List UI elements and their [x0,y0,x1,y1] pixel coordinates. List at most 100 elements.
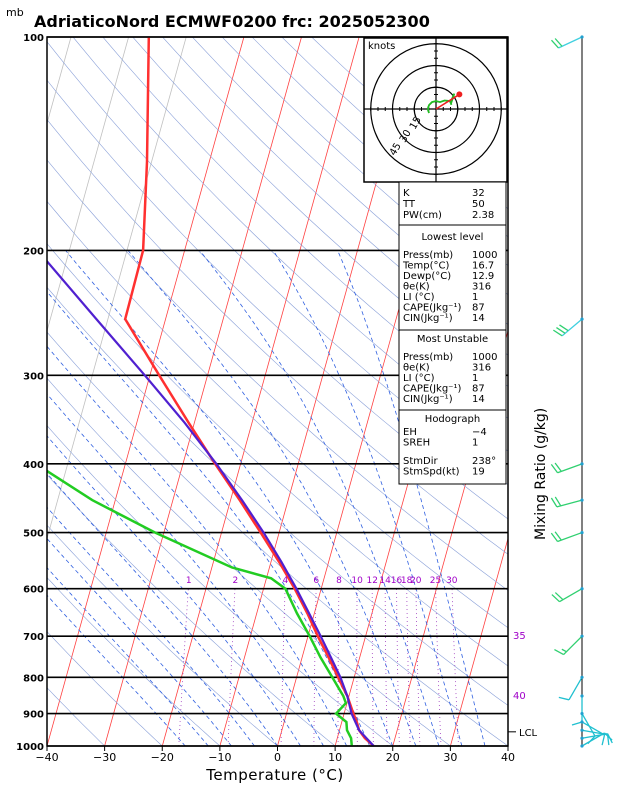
wind-barb-half-flag [562,649,567,651]
wind-barb-base [580,587,583,590]
dry-adiabat [0,37,335,746]
index-value: 1000 [472,352,497,363]
x-tick-label: −20 [151,751,174,764]
pressure-tick-label: 100 [23,33,44,44]
index-label: CIN(Jkg⁻¹) [403,313,453,324]
moist-adiabat [128,250,416,746]
pressure-tick-label: 300 [23,371,44,382]
mixing-ratio-label: 12 [366,576,377,586]
index-label: StmSpd(kt) [403,467,460,478]
wind-barb-base [580,499,583,502]
dry-adiabat [73,37,618,746]
index-label: LI (°C) [403,292,435,303]
index-label: θe(K) [403,363,430,374]
mixing-ratio-line [228,589,235,746]
x-tick-label: −40 [35,751,58,764]
mixing-ratio-label: 4 [283,576,289,586]
wind-barb-base [580,694,583,697]
mixing-ratio-label: 30 [446,576,458,586]
mixing-ratio-label: 2 [233,576,239,586]
index-label: K [403,188,410,199]
wind-barb-base [580,318,583,321]
wind-barb-base [580,462,583,465]
index-value: 14 [472,394,485,405]
index-value: 19 [472,467,485,478]
index-value: 87 [472,384,485,395]
index-value: 14 [472,313,485,324]
pressure-tick-label: 600 [23,585,44,596]
wind-barb [572,694,584,725]
index-heading: Hodograph [425,414,480,425]
index-label: SREH [403,438,430,449]
index-label: TT [402,199,416,210]
index-value: 16.7 [472,261,494,272]
index-label: EH [403,427,417,438]
x-axis-title: Temperature (°C) [205,766,343,784]
index-value: 316 [472,363,491,374]
mixing-ratio-label: 10 [351,576,363,586]
wind-barb [551,462,583,472]
index-label: Press(mb) [403,250,453,261]
isotherm [47,37,244,746]
index-label: CAPE(Jkg⁻¹) [403,384,461,395]
wind-barb-base [580,737,583,740]
x-tick-label: 40 [501,751,515,764]
mixing-ratio-line [397,589,400,746]
lcl-label: LCL [519,728,538,739]
pressure-tick-label: 500 [23,529,44,540]
wind-barb [551,35,583,48]
wind-barb-base [580,676,583,679]
index-value: 12.9 [472,271,494,282]
wind-profile [551,35,612,747]
index-label: PW(cm) [403,210,442,221]
mixing-ratio-axis-label: Mixing Ratio (g/kg) [533,408,549,540]
index-label: Dewp(°C) [403,271,451,282]
index-value: 2.38 [472,210,494,221]
wind-barb [551,497,583,507]
wind-barb-base [580,635,583,638]
wind-barb-base [580,35,583,38]
index-label: θe(K) [403,282,430,293]
mixing-ratio-label: 25 [430,576,441,586]
mixing-ratio-label: 20 [410,576,422,586]
mixing-ratio-label: 8 [336,576,342,586]
hodograph-unit: knots [368,41,395,52]
index-heading: Most Unstable [417,334,488,345]
index-label: StmDir [403,456,438,467]
x-tick-label: −30 [93,751,116,764]
x-tick-label: 0 [274,751,281,764]
x-tick-label: −10 [208,751,231,764]
chart-title: AdriaticoNord ECMWF0200 frc: 2025052300 [34,12,430,31]
index-value: 316 [472,282,491,293]
index-label: CIN(Jkg⁻¹) [403,394,453,405]
moist-adiabat [66,250,393,746]
theta-label: 40 [513,691,526,702]
wind-barb-flag [559,697,569,699]
wind-barb-staff [569,677,582,700]
dry-adiabat [43,37,618,746]
pressure-tick-label: 700 [23,632,44,643]
index-value: 32 [472,188,485,199]
index-value: 87 [472,303,485,314]
moist-adiabat [14,250,370,746]
wind-barb [554,635,583,655]
dry-adiabat [103,37,618,746]
index-value: 1 [472,438,478,449]
pressure-tick-label: 900 [23,710,44,721]
isotherm [0,37,13,746]
index-value: 238° [472,456,496,467]
x-tick-label: 10 [328,751,342,764]
mb-unit-label: mb [6,6,24,19]
mixing-ratio-line [179,589,189,746]
wind-barb [551,531,583,541]
x-tick-label: 20 [386,751,400,764]
wind-barb-base [580,729,583,732]
wind-barb-flag [602,735,604,745]
wind-barb-base [580,744,583,747]
theta-label: 35 [513,631,526,642]
index-label: Temp(°C) [402,261,450,272]
mixing-ratio-label: 1 [186,576,192,586]
index-value: 1 [472,292,478,303]
